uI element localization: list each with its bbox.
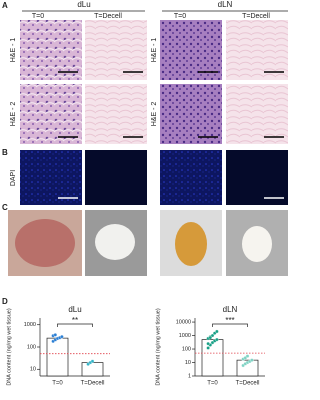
- panel-d-charts: dLu DNA content (ng/mg wet tissue) 10 100 10…: [6, 305, 265, 387]
- panel-label: B: [2, 148, 8, 157]
- data-point: [215, 329, 219, 334]
- figure: A B C D dLu T=0 T=Decell dLN T=0 T=Decel…: [2, 0, 288, 387]
- data-point: [245, 354, 250, 358]
- data-point: [90, 359, 95, 363]
- bar: [201, 339, 224, 377]
- chart-title: dLu: [68, 305, 81, 314]
- panel-a-images: [20, 20, 288, 144]
- data-point: [215, 337, 219, 342]
- data-point: [206, 346, 210, 350]
- y-axis-label: DNA content (ng/mg wet tissue): [155, 308, 161, 386]
- x-tick-label: T=0: [207, 381, 218, 387]
- significance-bracket: [57, 323, 93, 327]
- data-point: [210, 333, 215, 338]
- y-tick-label: 100: [182, 346, 191, 352]
- data-point: [53, 333, 58, 337]
- y-tick-label: 1000: [179, 333, 191, 339]
- data-point: [60, 334, 64, 339]
- y-tick-label: 100: [27, 344, 36, 350]
- data-point: [250, 358, 254, 362]
- significance-bracket: [212, 323, 248, 327]
- row-label: H&E - 2: [10, 102, 17, 127]
- bar: [81, 362, 104, 377]
- x-tick-label: T=0: [52, 381, 63, 387]
- x-tick-label: T=Decell: [81, 381, 105, 387]
- column-label: T=Decell: [94, 13, 122, 20]
- panel-label: A: [2, 1, 8, 10]
- chart-title: dLN: [223, 305, 238, 314]
- y-tick-label: 1000: [24, 322, 36, 328]
- y-tick-label: 10: [185, 360, 191, 366]
- y-tick-label: 10000: [176, 320, 191, 326]
- bar: [46, 337, 69, 377]
- column-label: T=Decell: [242, 13, 270, 20]
- data-point: [206, 341, 210, 346]
- panel-label: D: [2, 297, 8, 306]
- row-label: H&E - 2: [151, 102, 158, 127]
- data-point: [208, 335, 213, 340]
- column-label: T=0: [32, 13, 44, 20]
- significance-label: **: [72, 316, 78, 325]
- y-axis-label: DNA content (ng/mg wet tissue): [6, 308, 12, 386]
- group-title: dLu: [77, 0, 90, 9]
- row-label: H&E - 1: [151, 38, 158, 63]
- row-label: DAPI: [10, 170, 17, 186]
- panel-b-images: [20, 150, 288, 205]
- panel-label: C: [2, 203, 8, 212]
- significance-label: ***: [225, 316, 234, 325]
- x-tick-label: T=Decell: [236, 381, 260, 387]
- y-tick-label: 10: [30, 367, 36, 373]
- panel-c-images: [8, 210, 288, 276]
- group-title: dLN: [218, 0, 233, 9]
- scale-bars: [58, 71, 284, 199]
- column-label: T=0: [174, 13, 186, 20]
- y-tick-label: 1: [188, 373, 191, 379]
- row-label: H&E - 1: [10, 38, 17, 63]
